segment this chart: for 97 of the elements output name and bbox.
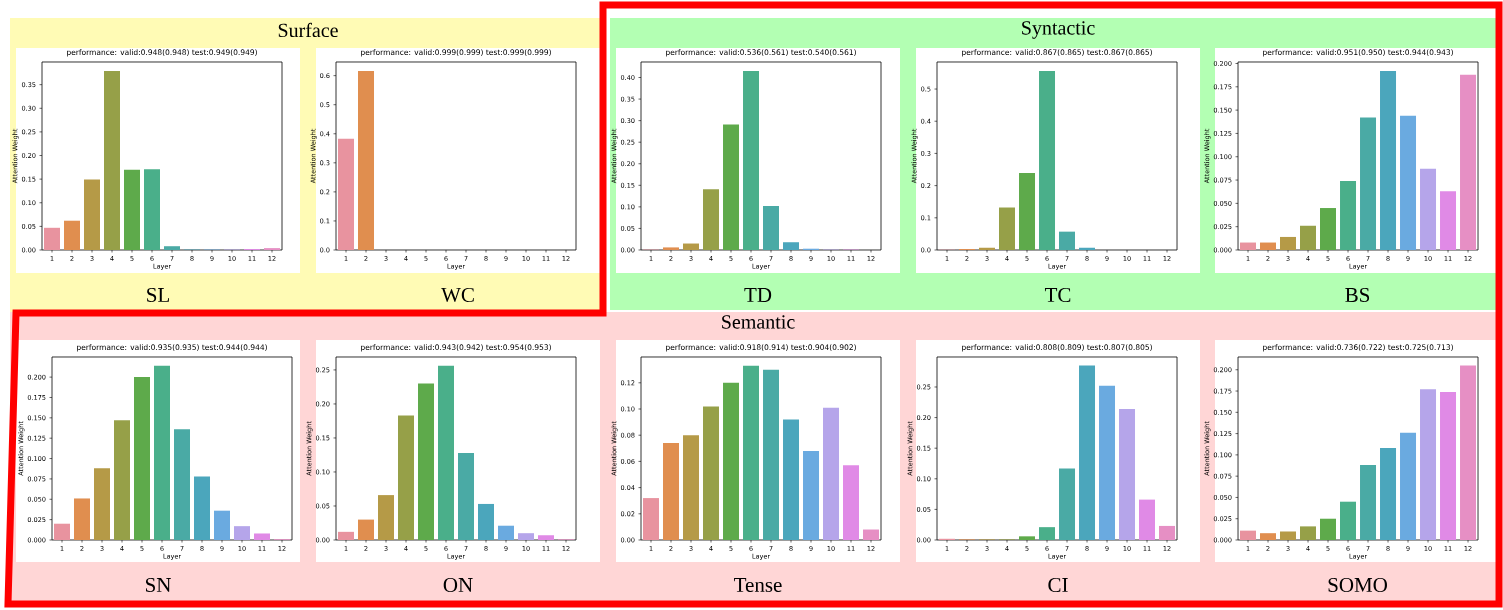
bar [763, 369, 780, 540]
bar [154, 365, 170, 540]
text: TC [1044, 287, 1071, 303]
text: CI [1048, 577, 1068, 593]
text: SN [145, 577, 171, 593]
text: BS [1345, 287, 1370, 303]
bar [1320, 208, 1337, 250]
bar [783, 419, 800, 540]
bar [234, 526, 251, 540]
bar [214, 510, 231, 540]
bar [683, 435, 700, 540]
bar [144, 169, 160, 250]
bar [643, 498, 660, 540]
bar [1420, 168, 1437, 250]
bar [1300, 225, 1317, 250]
bar [1039, 527, 1056, 540]
bar [1280, 236, 1297, 250]
bar [1380, 70, 1397, 250]
bar [783, 242, 800, 250]
bar [1079, 365, 1096, 540]
bar [1039, 71, 1056, 250]
bar [134, 377, 150, 540]
text: Semantic [722, 315, 795, 329]
text: Syntactic [1022, 21, 1095, 39]
bar [999, 207, 1016, 250]
bar [84, 179, 100, 250]
bar [458, 452, 475, 540]
bar [763, 206, 780, 250]
bar [843, 465, 860, 540]
bar [1340, 501, 1357, 540]
bar [104, 70, 120, 250]
bar [1340, 180, 1357, 250]
bar [743, 365, 760, 540]
text: SOMO [1328, 577, 1387, 593]
bar [823, 407, 840, 540]
bar [538, 535, 555, 540]
bar [1300, 526, 1317, 540]
bar [124, 169, 140, 250]
bar [1440, 391, 1457, 540]
bar [1360, 465, 1377, 540]
bar [498, 525, 515, 540]
bar [338, 531, 355, 540]
bar [1360, 117, 1377, 250]
bar [743, 71, 760, 250]
text: Tense [734, 578, 782, 592]
bar [518, 533, 535, 540]
bar [1280, 531, 1297, 540]
bar [663, 443, 680, 540]
bar [1460, 365, 1477, 540]
bar [1260, 242, 1277, 250]
bar [683, 243, 700, 250]
bar [44, 227, 60, 250]
bar [194, 476, 210, 540]
bar [74, 498, 90, 540]
bar [358, 519, 375, 540]
bar [378, 495, 395, 540]
text: SL [147, 287, 169, 303]
text: ON [443, 577, 473, 593]
bar [418, 383, 435, 540]
bar [114, 420, 130, 540]
bar [863, 529, 880, 540]
bar [94, 468, 110, 540]
bar [723, 124, 740, 250]
bar [1240, 242, 1257, 250]
bar [1159, 525, 1176, 540]
bar [164, 246, 180, 250]
bar [1099, 385, 1116, 540]
bar [1440, 191, 1457, 250]
bar [1380, 448, 1397, 540]
bar [54, 523, 70, 540]
bar [478, 503, 495, 540]
bar [1240, 530, 1257, 540]
bar [1400, 432, 1417, 540]
bar [438, 365, 455, 540]
bar [1460, 74, 1477, 250]
bar [663, 247, 680, 250]
bar [1059, 231, 1076, 250]
bar [703, 406, 720, 540]
text: TD [744, 288, 772, 302]
bar [1320, 518, 1337, 540]
bar [703, 189, 720, 250]
bar [1139, 499, 1156, 540]
bar [1400, 115, 1417, 250]
text: Surface [278, 22, 338, 38]
bar [254, 533, 271, 540]
bar [1019, 173, 1036, 250]
bar [64, 220, 80, 250]
text: WC [441, 287, 474, 303]
bar [1059, 468, 1076, 540]
bar [1260, 533, 1277, 540]
bar [723, 382, 740, 540]
bar [1420, 389, 1437, 540]
bar [398, 415, 415, 540]
bar [803, 450, 820, 540]
bar [1119, 409, 1136, 540]
bar [174, 429, 190, 540]
bar [1019, 536, 1036, 540]
